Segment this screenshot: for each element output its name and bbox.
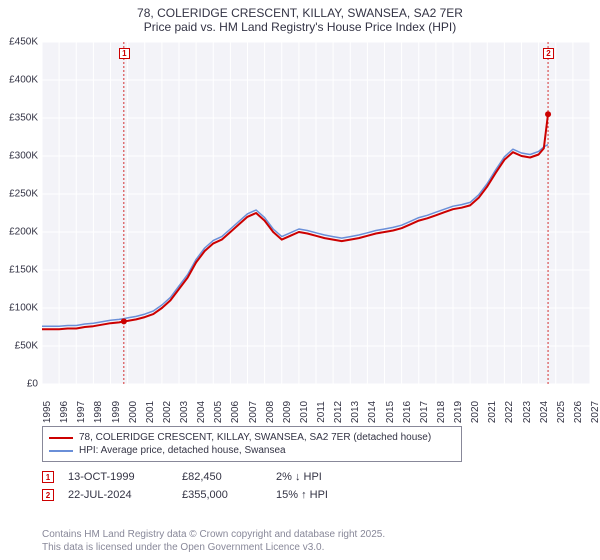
x-tick-label: 2003 — [179, 401, 190, 423]
plot-area: 12 — [42, 42, 590, 384]
legend-label: 78, COLERIDGE CRESCENT, KILLAY, SWANSEA,… — [79, 432, 431, 443]
x-tick-label: 2019 — [453, 401, 464, 423]
x-tick-label: 2000 — [128, 401, 139, 423]
x-tick-label: 2002 — [162, 401, 173, 423]
footer-line1: Contains HM Land Registry data © Crown c… — [42, 528, 385, 541]
y-tick-label: £350K — [9, 113, 38, 124]
x-tick-label: 1995 — [42, 401, 53, 423]
info-marker: 1 — [42, 471, 54, 483]
x-tick-label: 2022 — [504, 401, 515, 423]
x-tick-label: 2007 — [248, 401, 259, 423]
x-tick-label: 2026 — [573, 401, 584, 423]
legend-swatch — [49, 450, 73, 452]
y-tick-label: £0 — [27, 379, 38, 390]
x-tick-label: 1996 — [59, 401, 70, 423]
x-tick-label: 2023 — [522, 401, 533, 423]
chart-container: 78, COLERIDGE CRESCENT, KILLAY, SWANSEA,… — [0, 0, 600, 560]
y-axis: £0£50K£100K£150K£200K£250K£300K£350K£400… — [0, 42, 40, 384]
x-tick-label: 2014 — [367, 401, 378, 423]
footer-line2: This data is licensed under the Open Gov… — [42, 541, 385, 554]
x-tick-label: 2017 — [419, 401, 430, 423]
y-tick-label: £150K — [9, 265, 38, 276]
x-tick-label: 2011 — [316, 401, 327, 423]
info-date: 13-OCT-1999 — [68, 471, 168, 483]
info-price: £355,000 — [182, 489, 262, 501]
x-tick-label: 2016 — [402, 401, 413, 423]
x-tick-label: 2013 — [350, 401, 361, 423]
legend-swatch — [49, 437, 73, 439]
x-tick-label: 2004 — [196, 401, 207, 423]
y-tick-label: £100K — [9, 303, 38, 314]
x-tick-label: 2006 — [230, 401, 241, 423]
x-tick-label: 2018 — [436, 401, 447, 423]
x-tick-label: 1997 — [76, 401, 87, 423]
x-tick-label: 2001 — [145, 401, 156, 423]
info-marker: 2 — [42, 489, 54, 501]
title-block: 78, COLERIDGE CRESCENT, KILLAY, SWANSEA,… — [0, 0, 600, 36]
x-tick-label: 2009 — [282, 401, 293, 423]
info-price: £82,450 — [182, 471, 262, 483]
x-tick-label: 2021 — [487, 401, 498, 423]
info-row: 1 13-OCT-1999 £82,450 2% ↓ HPI — [42, 468, 356, 486]
legend: 78, COLERIDGE CRESCENT, KILLAY, SWANSEA,… — [42, 426, 462, 462]
chart-svg — [42, 42, 590, 384]
info-pct: 15% ↑ HPI — [276, 489, 356, 501]
y-tick-label: £250K — [9, 189, 38, 200]
x-axis: 1995 1996 1997 1998 1999 2000 2001 2002 2003 2004… — [42, 386, 590, 422]
x-tick-label: 2020 — [470, 401, 481, 423]
legend-item: 78, COLERIDGE CRESCENT, KILLAY, SWANSEA,… — [49, 431, 455, 444]
x-tick-label: 2015 — [385, 401, 396, 423]
chart-subtitle: Price paid vs. HM Land Registry's House … — [0, 20, 600, 34]
x-tick-label: 2024 — [539, 401, 550, 423]
marker-label: 1 — [119, 48, 130, 59]
y-tick-label: £450K — [9, 37, 38, 48]
marker-label: 2 — [543, 48, 554, 59]
y-tick-label: £300K — [9, 151, 38, 162]
marker-info-table: 1 13-OCT-1999 £82,450 2% ↓ HPI 2 22-JUL-2024 £… — [42, 468, 356, 504]
legend-item: HPI: Average price, detached house, Swan… — [49, 444, 455, 457]
x-tick-label: 2010 — [299, 401, 310, 423]
y-tick-label: £200K — [9, 227, 38, 238]
info-row: 2 22-JUL-2024 £355,000 15% ↑ HPI — [42, 486, 356, 504]
x-tick-label: 2008 — [265, 401, 276, 423]
x-tick-label: 2027 — [590, 401, 600, 423]
x-tick-label: 1999 — [111, 401, 122, 423]
x-tick-label: 2012 — [333, 401, 344, 423]
x-tick-label: 2005 — [213, 401, 224, 423]
y-tick-label: £50K — [15, 341, 38, 352]
footer-attribution: Contains HM Land Registry data © Crown c… — [42, 528, 385, 554]
info-pct: 2% ↓ HPI — [276, 471, 356, 483]
x-tick-label: 1998 — [93, 401, 104, 423]
chart-title: 78, COLERIDGE CRESCENT, KILLAY, SWANSEA,… — [0, 6, 600, 20]
info-date: 22-JUL-2024 — [68, 489, 168, 501]
y-tick-label: £400K — [9, 75, 38, 86]
x-tick-label: 2025 — [556, 401, 567, 423]
legend-label: HPI: Average price, detached house, Swan… — [79, 445, 286, 456]
